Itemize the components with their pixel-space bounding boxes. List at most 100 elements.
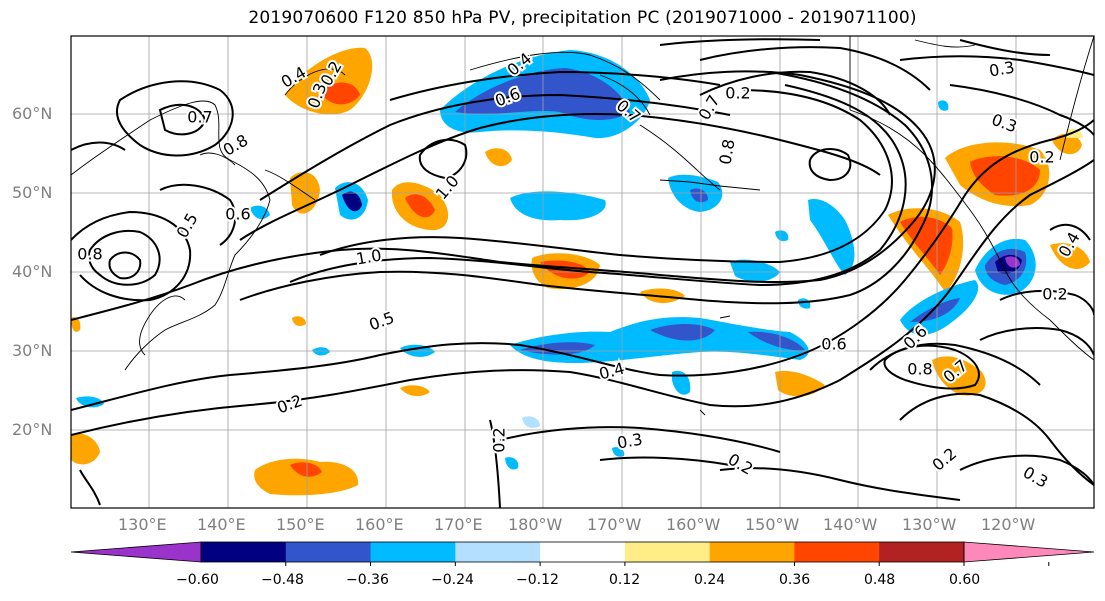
contour-label: 1.0 (355, 245, 383, 268)
pv-contour (699, 46, 931, 91)
colorbar-bin (370, 542, 456, 562)
lat-label: 20°N (12, 420, 53, 439)
pv-contour (239, 71, 933, 305)
contour-label: 0.2 (725, 450, 757, 479)
pv-contour (79, 469, 101, 506)
contour-label: 0.6 (821, 335, 846, 354)
colorbar-bin (201, 542, 287, 562)
precip-pos-anomaly (900, 216, 953, 275)
pv-contour (319, 89, 893, 264)
lat-label: 50°N (12, 183, 53, 202)
precip-pos-anomaly (970, 156, 1040, 196)
contour-label: 0.7 (187, 108, 212, 127)
contour-label: 0.3 (988, 57, 1016, 80)
precip-neg-anomaly (455, 68, 630, 120)
pv-contour (158, 103, 207, 136)
colorbar-tick-label: −0.24 (431, 572, 474, 588)
colorbar-bin (624, 542, 711, 562)
precip-neg-anomaly (76, 396, 104, 408)
pv-contour (87, 230, 161, 286)
precip-neg-anomaly (730, 259, 780, 282)
precip-pos-anomaly (485, 148, 512, 167)
contour-label: 0.2 (1042, 285, 1067, 304)
precip-pos-anomaly (292, 316, 306, 326)
pv-contour (159, 183, 237, 246)
pv-contour (71, 141, 126, 151)
map-title: 2019070600 F120 850 hPa PV, precipitatio… (248, 8, 917, 28)
precip-neg-anomaly (775, 230, 789, 242)
pv-contour (71, 159, 1094, 436)
lon-label: 170°W (587, 515, 642, 534)
precip-pos-anomaly (320, 82, 360, 105)
colorbar-tick-label: −0.36 (346, 572, 389, 588)
precip-neg-anomaly (938, 100, 949, 111)
contour-label: 0.2 (1029, 148, 1054, 167)
pv-contour (599, 456, 731, 466)
colorbar-bin (285, 542, 372, 562)
precip-neg-anomaly (808, 199, 855, 275)
contour-label: 0.3 (1020, 463, 1052, 492)
precip-neg-anomaly (505, 457, 519, 470)
precip-neg-anomaly (510, 191, 606, 221)
precip-neg-anomaly (510, 317, 809, 364)
colorbar-bin (879, 542, 965, 562)
precip-pos-anomaly (290, 462, 322, 477)
pv-contour (499, 426, 781, 453)
lon-label: 160°E (355, 515, 404, 534)
pv-contour (239, 112, 881, 241)
precip-neg-anomaly (748, 331, 805, 351)
precip-neg-anomaly (798, 298, 811, 309)
precip-neg-anomaly (522, 416, 540, 428)
pv-contour (899, 55, 1094, 76)
lon-label: 150°W (745, 515, 800, 534)
contour-label: 0.2 (274, 391, 304, 418)
precip-pos-anomaly (1052, 133, 1082, 155)
precip-pos-anomaly (400, 385, 430, 397)
precip-pos-anomaly (775, 370, 825, 397)
contour-label: 0.8 (715, 138, 738, 166)
precip-pos-anomaly (405, 194, 435, 218)
pv-contour (949, 84, 1094, 136)
colorbar-tick-label: −0.12 (516, 572, 559, 588)
lat-label: 30°N (12, 341, 53, 360)
colorbar-bin (455, 542, 541, 562)
contour-label: 0.8 (907, 360, 932, 379)
pv-contour (699, 70, 891, 116)
precip-pos-anomaly (1066, 128, 1083, 138)
contour-label: 0.2 (490, 427, 509, 452)
contour-label: 0.7 (695, 92, 724, 124)
lon-label: 160°W (666, 515, 721, 534)
pv-contour (979, 327, 1094, 356)
lon-label: 140°W (823, 515, 878, 534)
pv-contour (489, 419, 501, 508)
contour-label: 0.6 (225, 205, 250, 224)
colorbar-tick-label: 0.36 (779, 572, 811, 588)
pv-contour (959, 454, 1094, 486)
pv-contour (259, 93, 731, 201)
precip-neg-anomaly (520, 342, 595, 355)
colorbar-bin (794, 542, 880, 562)
pv-contour (289, 84, 907, 287)
pv-contour (999, 289, 1094, 316)
contour-label: 0.5 (366, 308, 396, 335)
precip-pos-anomaly (254, 458, 359, 496)
lon-label: 170°E (434, 515, 483, 534)
contour-label: 0.2 (725, 84, 750, 103)
colorbar (70, 541, 1095, 566)
precip-neg-anomaly (342, 191, 362, 212)
coastlines (71, 36, 1094, 416)
colorbar-tick-label: −0.48 (261, 572, 304, 588)
lat-label: 60°N (12, 104, 53, 123)
pv-contour (1049, 223, 1091, 241)
colorbar-outline (200, 541, 965, 563)
pv-contour (808, 148, 852, 182)
colorbar-tick-label: 0.60 (949, 572, 981, 588)
lon-label: 120°W (981, 515, 1036, 534)
pv-contour (389, 70, 721, 101)
lon-label: 130°E (118, 515, 167, 534)
precip-neg-anomaly (250, 205, 270, 220)
lon-label: 180°W (508, 515, 563, 534)
map-frame (70, 35, 1095, 509)
pv-contours (71, 38, 1094, 508)
colorbar-extend-high (963, 541, 1095, 563)
